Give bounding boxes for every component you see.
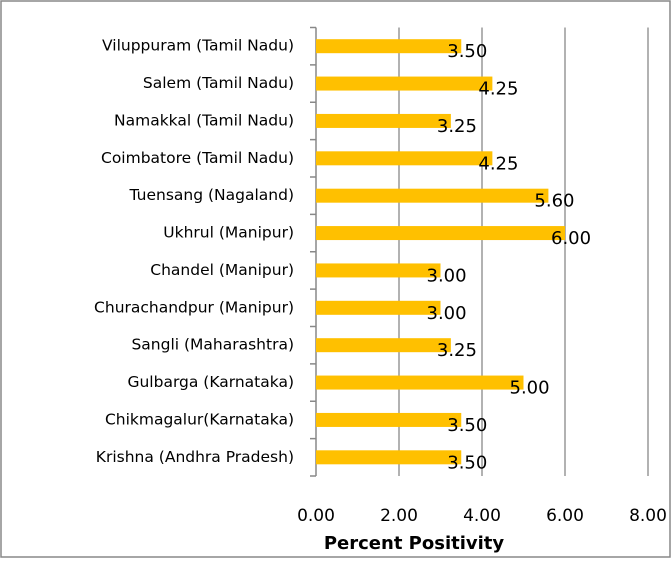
value-label: 5.60 <box>534 191 574 212</box>
x-axis-title: Percent Positivity <box>324 533 505 554</box>
value-label: 4.25 <box>478 153 518 174</box>
y-tick-label: Coimbatore (Tamil Nadu) <box>101 149 294 167</box>
x-tick-label: 4.00 <box>463 506 501 526</box>
value-label: 3.50 <box>447 415 487 436</box>
value-label: 3.00 <box>427 265 467 286</box>
value-label: 3.50 <box>447 452 487 473</box>
bar <box>316 300 441 315</box>
value-label: 3.50 <box>447 41 487 62</box>
value-label: 3.25 <box>437 116 477 137</box>
y-tick-label: Gulbarga (Karnataka) <box>127 373 294 391</box>
bar <box>316 76 493 91</box>
bar <box>316 338 451 353</box>
y-tick-label: Ukhrul (Manipur) <box>163 224 294 242</box>
bar <box>316 113 451 128</box>
value-label: 3.25 <box>437 340 477 361</box>
y-tick-label: Viluppuram (Tamil Nadu) <box>102 37 294 55</box>
value-label: 4.25 <box>478 79 518 100</box>
bar <box>316 188 549 203</box>
y-tick-label: Namakkal (Tamil Nadu) <box>114 111 294 129</box>
x-tick-label: 2.00 <box>380 506 418 526</box>
y-tick-label: Chikmagalur(Karnataka) <box>105 410 294 428</box>
y-tick-label: Sangli (Maharashtra) <box>131 336 294 354</box>
y-tick-label: Chandel (Manipur) <box>150 261 294 279</box>
y-tick-label: Churachandpur (Manipur) <box>94 298 294 316</box>
y-tick-label: Salem (Tamil Nadu) <box>143 74 294 92</box>
value-label: 5.00 <box>510 378 550 399</box>
bar <box>316 226 565 241</box>
y-tick-label: Tuensang (Nagaland) <box>129 186 294 204</box>
bar <box>316 412 462 427</box>
x-tick-label: 6.00 <box>546 506 584 526</box>
x-tick-label: 0.00 <box>297 506 335 526</box>
bar <box>316 151 493 166</box>
bar <box>316 450 462 465</box>
value-label: 3.00 <box>427 303 467 324</box>
bar <box>316 263 441 278</box>
bar <box>316 39 462 54</box>
y-tick-label: Krishna (Andhra Pradesh) <box>96 448 294 466</box>
value-label: 6.00 <box>551 228 591 249</box>
bar <box>316 375 524 390</box>
x-tick-label: 8.00 <box>629 506 667 526</box>
